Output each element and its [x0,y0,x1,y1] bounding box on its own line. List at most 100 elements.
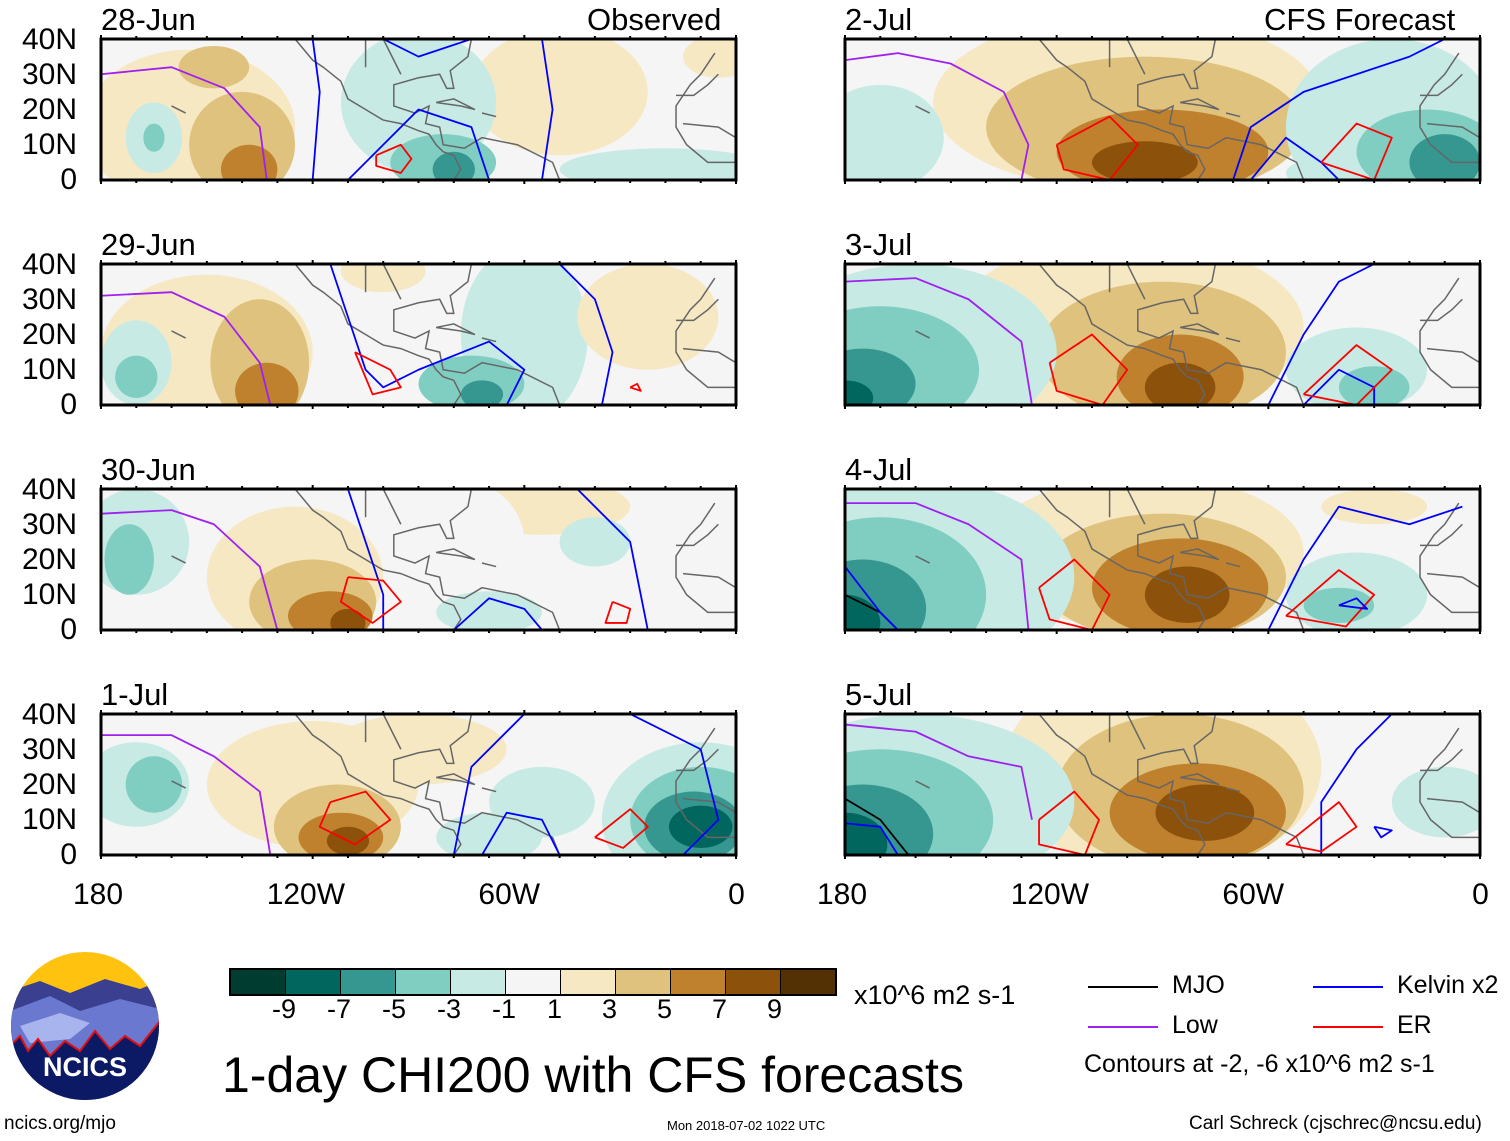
kelvin-contour [1267,264,1375,405]
colorbar-swatch [726,970,781,994]
anomaly-region [559,148,736,180]
legend-line-mjo [1088,986,1158,988]
anomaly-region [340,264,426,293]
colorbar-tick-label: -5 [382,994,407,1024]
panel-date: 4-Jul [845,452,913,487]
mjo-contour [845,797,910,855]
anomaly-region [845,380,874,405]
coastline [676,523,719,547]
coastline [171,780,187,789]
colorbar-swatch [671,970,726,994]
er-contour [604,600,632,624]
er-contour [1038,790,1100,855]
er-contour [1038,558,1111,630]
coastline [1042,489,1146,525]
low-contour [101,509,279,630]
anomaly-region [383,489,525,606]
colorbar-tick-label: 1 [547,994,563,1024]
lon-label: 180 [73,878,124,911]
anomaly-region [432,151,475,180]
lon-label: 120W [266,878,346,911]
lat-label: 40N [21,473,77,506]
anomaly-region [1321,489,1428,525]
lon-label: 180 [817,878,868,911]
legend-line-er [1313,1026,1383,1028]
panel-date: 28-Jun [101,2,196,37]
legend-line-low [1088,1026,1158,1028]
panel-date: 3-Jul [845,227,913,262]
coastline [676,298,719,322]
coastline [1179,323,1220,336]
panel-date: 5-Jul [845,677,913,712]
anomaly-region [668,805,733,848]
lat-label: 10N [21,353,77,386]
colorbar-swatch [286,970,341,994]
low-contour [845,52,1030,180]
footer-author: Carl Schreck (cjschrec@ncsu.edu) [1189,1113,1482,1134]
kelvin-contour [347,489,385,630]
coastline [676,748,719,772]
lat-label: 0 [60,838,77,871]
coastline [675,277,736,389]
colorbar-swatch [231,970,286,994]
anomaly-region [115,355,158,398]
colorbar-swatch [616,970,671,994]
coastline [683,797,736,814]
kelvin-contour [1267,505,1463,630]
coastline [1427,347,1480,364]
panel-date: 1-Jul [101,677,169,712]
coastline [1042,264,1146,300]
colorbar [229,968,837,996]
kelvin-contour [1338,597,1369,610]
lat-label: 30N [21,733,77,766]
kelvin-contour [558,264,614,405]
er-contour [375,143,413,174]
kelvin-contour [541,39,554,180]
map-panel [843,485,1482,634]
coastline [435,773,476,786]
coastline [1225,562,1241,568]
coastline [1042,39,1146,75]
footer-url[interactable]: ncics.org/mjo [4,1113,116,1134]
low-contour [845,277,1033,405]
colorbar-swatch [506,970,561,994]
low-contour [101,291,272,405]
coastline [676,73,719,97]
anomaly-region [577,264,719,370]
anomaly-region [330,714,507,785]
coastline [171,330,187,339]
coastline [1420,523,1463,547]
anomaly-region [1285,158,1357,180]
lat-label: 30N [21,283,77,316]
lat-label: 0 [60,163,77,196]
anomaly-region [436,591,542,630]
anomaly-region [235,362,299,405]
coastline [915,330,931,339]
lat-label: 0 [60,613,77,646]
coastline [1179,548,1220,561]
legend-label: Kelvin x2 [1397,971,1499,999]
legend-note: Contours at -2, -6 x10^6 m2 s-1 [1084,1050,1435,1078]
colorbar-tick-label: -7 [327,994,352,1024]
coastline [1420,748,1463,772]
logo-text: NCICS [43,1052,127,1082]
anomaly-region [330,608,366,630]
coastline [298,714,402,750]
lat-label: 20N [21,543,77,576]
legend-label: MJO [1172,971,1225,999]
coastline [171,555,187,564]
er-contour [1048,333,1129,405]
coastline [481,337,497,343]
coastline [683,122,736,139]
anomaly-region [845,594,881,630]
kelvin-contour [453,597,543,630]
kelvin-contour [845,566,899,630]
coastline [1427,122,1480,139]
map-panel [99,710,738,859]
coastline [1419,52,1480,164]
coastline [1427,797,1480,814]
map-panel [843,710,1482,859]
coastline [1038,714,1206,855]
colorbar-swatch [396,970,451,994]
coastline [1427,572,1480,589]
